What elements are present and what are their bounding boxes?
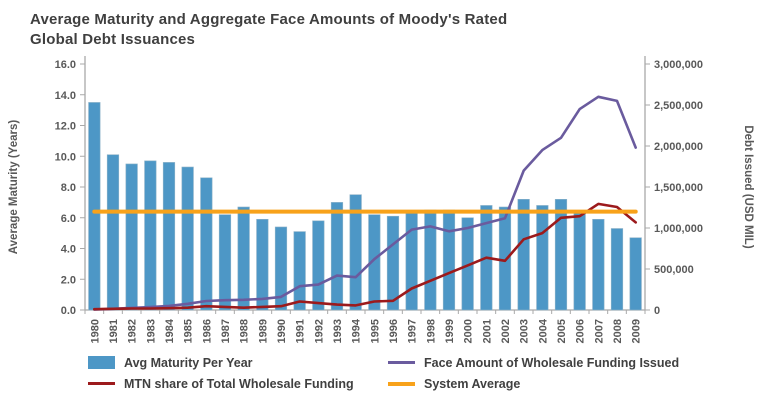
bar-1982 xyxy=(125,163,138,310)
left-axis-tick-label: 16.0 xyxy=(55,59,76,71)
x-axis-label: 1995 xyxy=(369,319,381,343)
bar-1989 xyxy=(256,218,269,310)
chart-title-line1: Average Maturity and Aggregate Face Amou… xyxy=(30,11,508,28)
bar-2008 xyxy=(610,227,624,310)
x-axis-label: 1985 xyxy=(183,319,195,343)
x-axis-label: 1981 xyxy=(108,319,120,343)
left-axis-tick-label: 4.0 xyxy=(61,243,76,255)
left-axis-tick-label: 12.0 xyxy=(55,120,76,132)
bar-1986 xyxy=(200,177,213,310)
bar-1992 xyxy=(312,220,325,310)
legend-label-face-amount: Face Amount of Wholesale Funding Issued xyxy=(424,355,680,370)
legend-label-system-average: System Average xyxy=(424,376,521,391)
bar-2007 xyxy=(592,218,605,310)
x-axis-label: 2001 xyxy=(481,319,493,343)
right-axis-tick-label: 1,000,000 xyxy=(654,223,703,235)
x-axis-label: 1992 xyxy=(313,319,325,343)
right-axis-tick-label: 2,000,000 xyxy=(654,141,703,153)
bar-1988 xyxy=(237,206,250,310)
left-axis-title: Average Maturity (Years) xyxy=(8,119,20,254)
x-axis-label: 2008 xyxy=(612,319,624,343)
left-axis-tick-label: 10.0 xyxy=(55,151,76,163)
chart-title: Average Maturity and Aggregate Face Amou… xyxy=(0,0,758,50)
bar-2002 xyxy=(498,206,512,310)
x-axis-label: 2000 xyxy=(463,319,475,343)
legend-swatch-line-orange xyxy=(388,381,415,386)
bar-1994 xyxy=(349,193,362,310)
legend-swatch-line-dark-red xyxy=(88,382,115,386)
bar-1991 xyxy=(293,230,306,310)
legend-swatch-line-purple xyxy=(388,361,415,365)
x-axis-label: 1989 xyxy=(257,319,269,343)
bar-2006 xyxy=(573,212,586,310)
x-axis-label: 1994 xyxy=(351,318,363,343)
line-face-amount-wholesale-funding xyxy=(93,95,638,311)
bar-1990 xyxy=(274,226,288,310)
legend-item-avg-maturity: Avg Maturity Per Year xyxy=(88,356,388,370)
bar-2005 xyxy=(554,198,568,310)
chart-title-line2: Global Debt Issuances xyxy=(30,30,196,48)
x-axis-label: 2005 xyxy=(556,319,568,343)
x-axis-label: 2009 xyxy=(631,319,643,343)
bar-1985 xyxy=(181,166,194,310)
x-axis-label: 1986 xyxy=(201,319,213,343)
x-axis-label: 2003 xyxy=(519,319,531,343)
line-mtn-share xyxy=(93,202,638,311)
left-axis-tick-label: 8.0 xyxy=(61,182,76,194)
x-axis-label: 1984 xyxy=(164,318,176,343)
left-axis-tick-label: 2.0 xyxy=(61,274,76,286)
x-axis-label: 1997 xyxy=(407,319,419,343)
x-axis-label: 2007 xyxy=(593,319,605,343)
x-axis-label: 1982 xyxy=(127,319,139,343)
bar-1983 xyxy=(144,160,157,310)
x-axis-label: 2002 xyxy=(500,319,512,343)
legend-item-system-average: System Average xyxy=(388,377,758,391)
right-axis-tick-label: 2,500,000 xyxy=(654,100,703,112)
right-axis-title: Debt Issued (USD MIL) xyxy=(742,125,754,248)
bar-2003 xyxy=(517,198,530,310)
legend-item-mtn-share: MTN share of Total Wholesale Funding xyxy=(88,377,388,391)
chart-canvas: 0.0 2.0 4.0 6.0 8.0 10.0 12.0 14.0 16.0 0 500,000 1… xyxy=(8,55,754,343)
legend-label-mtn-share: MTN share of Total Wholesale Funding xyxy=(124,376,354,391)
bar-2009 xyxy=(629,237,642,310)
bar-2004 xyxy=(536,204,549,310)
x-axis-label: 1990 xyxy=(276,319,288,343)
left-axis-tick-label: 0.0 xyxy=(61,305,76,317)
chart-legend: Avg Maturity Per Year Face Amount of Who… xyxy=(88,356,758,391)
left-axis-tick-label: 6.0 xyxy=(61,212,76,224)
legend-label-avg-maturity: Avg Maturity Per Year xyxy=(124,355,253,370)
bar-1980 xyxy=(88,101,101,310)
x-axis-label: 1980 xyxy=(89,319,101,343)
bar-1987 xyxy=(218,213,232,310)
bar-1998 xyxy=(424,209,437,310)
x-axis-label: 1998 xyxy=(425,319,437,343)
right-axis-tick-label: 1,500,000 xyxy=(654,182,703,194)
legend-swatch-bar-blue xyxy=(88,356,115,370)
legend-item-face-amount: Face Amount of Wholesale Funding Issued xyxy=(388,356,758,370)
x-axis-label: 1987 xyxy=(220,319,232,343)
bar-1993 xyxy=(330,201,344,310)
bar-1995 xyxy=(368,213,381,310)
right-axis-tick-label: 500,000 xyxy=(654,264,694,276)
x-axis-label: 2004 xyxy=(537,318,549,343)
bar-1999 xyxy=(442,209,456,310)
left-axis-tick-label: 14.0 xyxy=(55,89,76,101)
x-axis-label: 1999 xyxy=(444,319,456,343)
x-axis-label: 1993 xyxy=(332,319,344,343)
bar-1984 xyxy=(162,161,176,310)
x-axis-label: 1991 xyxy=(295,319,307,343)
x-axis-label: 2006 xyxy=(575,319,587,343)
x-axis-label: 1996 xyxy=(388,319,400,343)
right-axis-tick-label: 0 xyxy=(654,305,660,317)
x-axis-label: 1988 xyxy=(239,319,251,343)
right-axis-tick-label: 3,000,000 xyxy=(654,59,703,71)
bar-1996 xyxy=(386,215,400,310)
bar-1981 xyxy=(106,154,120,310)
x-axis-label: 1983 xyxy=(145,319,157,343)
